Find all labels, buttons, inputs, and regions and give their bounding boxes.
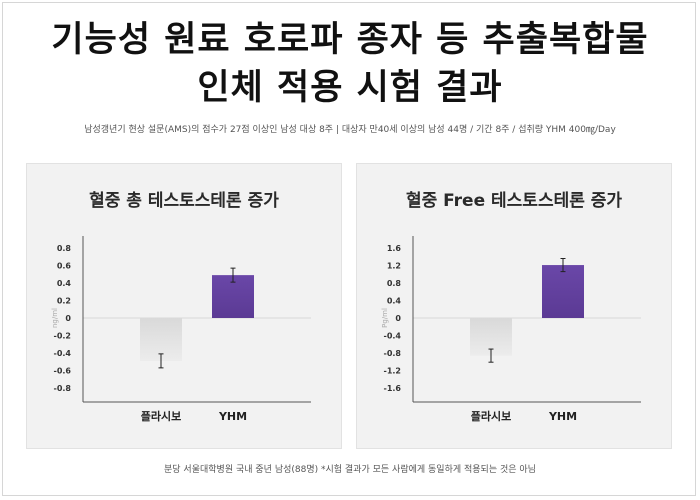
y-tick-label: -0.6 — [54, 367, 72, 376]
chart-free-testosterone: 1.6 1.2 0.8 0.4 0 -0.4 -0.8 -1.2 -1.6 Pg/ml 플라시보 YH… — [381, 236, 641, 423]
y-tick-label: 0 — [395, 314, 401, 323]
y-tick-label: 0.8 — [387, 279, 402, 288]
page-title-line1: 기능성 원료 호로파 종자 등 추출복합물 — [51, 20, 649, 60]
y-tick-label: 0.8 — [57, 244, 72, 253]
y-tick-label: 1.6 — [387, 244, 402, 253]
x-category-label: YHM — [548, 410, 577, 423]
x-category-label: YHM — [218, 410, 247, 423]
chart-title: 혈중 총 테스토스테론 증가 — [89, 191, 279, 211]
x-category-label: 플라시보 — [471, 409, 511, 423]
study-description: 남성갱년기 현상 설문(AMS)의 점수가 27점 이상인 남성 대상 8주 |… — [84, 125, 616, 135]
footnote: 분당 서울대학병원 국내 중년 남성(88명) *시험 결과가 모든 사람에게 … — [164, 465, 536, 475]
y-tick-label: -0.8 — [54, 384, 72, 393]
y-tick-label: -0.8 — [384, 349, 402, 358]
bar-yhm — [542, 265, 584, 318]
y-axis-label: Pg/ml — [381, 308, 389, 328]
y-tick-label: -1.2 — [384, 367, 402, 376]
y-tick-label: 1.2 — [387, 262, 401, 271]
page-frame — [2, 2, 696, 496]
page-title-line2: 인체 적용 시험 결과 — [197, 68, 503, 108]
y-tick-label: 0.2 — [57, 297, 71, 306]
y-tick-label: -0.4 — [384, 332, 402, 341]
y-tick-label: 0.6 — [57, 262, 72, 271]
y-tick-label: -1.6 — [384, 384, 402, 393]
x-category-label: 플라시보 — [141, 409, 181, 423]
y-tick-label: 0 — [65, 314, 71, 323]
y-tick-label: 0.4 — [387, 297, 402, 306]
chart-panel-total-testosterone: 혈중 총 테스토스테론 증가 0.8 0.6 0.4 0.2 0 -0.2 -0.4 -0.6… — [26, 163, 342, 449]
y-tick-label: -0.4 — [54, 349, 72, 358]
y-tick-label: 0.4 — [57, 279, 72, 288]
chart-title: 혈중 Free 테스토스테론 증가 — [405, 191, 623, 211]
y-axis-label: ng/ml — [51, 308, 59, 328]
y-tick-label: -0.2 — [54, 332, 72, 341]
chart-panel-free-testosterone: 혈중 Free 테스토스테론 증가 1.6 1.2 0.8 0.4 0 -0.4 -0.8 -… — [356, 163, 672, 449]
chart-total-testosterone: 0.8 0.6 0.4 0.2 0 -0.2 -0.4 -0.6 -0.8 ng/ml 플라시보 YH… — [51, 236, 311, 423]
